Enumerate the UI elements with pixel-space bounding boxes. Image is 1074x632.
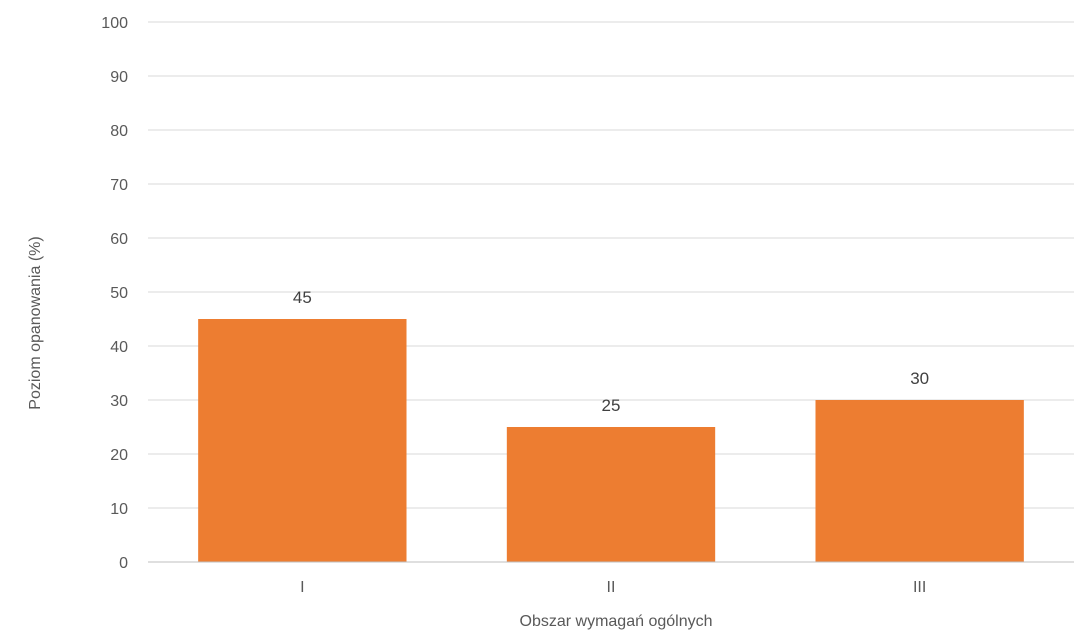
data-label-III: 30 bbox=[910, 369, 929, 388]
data-labels: 45 25 30 bbox=[293, 288, 929, 415]
y-axis-title: Poziom opanowania (%) bbox=[27, 236, 44, 409]
x-tick-label-I: I bbox=[300, 579, 304, 596]
y-tick-label-20: 20 bbox=[110, 447, 128, 464]
y-tick-label-0: 0 bbox=[119, 555, 128, 572]
y-axis-ticks: 0 10 20 30 40 50 60 70 80 90 100 bbox=[101, 15, 128, 572]
bar-III bbox=[815, 400, 1024, 562]
y-tick-label-10: 10 bbox=[110, 501, 128, 518]
y-tick-label-70: 70 bbox=[110, 177, 128, 194]
bar-I bbox=[198, 319, 407, 562]
y-tick-label-50: 50 bbox=[110, 285, 128, 302]
data-label-I: 45 bbox=[293, 288, 312, 307]
bars-group bbox=[198, 319, 1024, 562]
data-label-II: 25 bbox=[602, 396, 621, 415]
y-tick-label-60: 60 bbox=[110, 231, 128, 248]
x-tick-label-II: II bbox=[607, 579, 616, 596]
y-tick-label-90: 90 bbox=[110, 69, 128, 86]
x-axis-ticks: I II III bbox=[300, 579, 926, 596]
bar-II bbox=[506, 427, 716, 562]
y-tick-label-40: 40 bbox=[110, 339, 128, 356]
x-tick-label-III: III bbox=[913, 579, 926, 596]
y-tick-label-80: 80 bbox=[110, 123, 128, 140]
x-axis-title: Obszar wymagań ogólnych bbox=[520, 613, 713, 630]
y-tick-label-100: 100 bbox=[101, 15, 128, 32]
y-tick-label-30: 30 bbox=[110, 393, 128, 410]
